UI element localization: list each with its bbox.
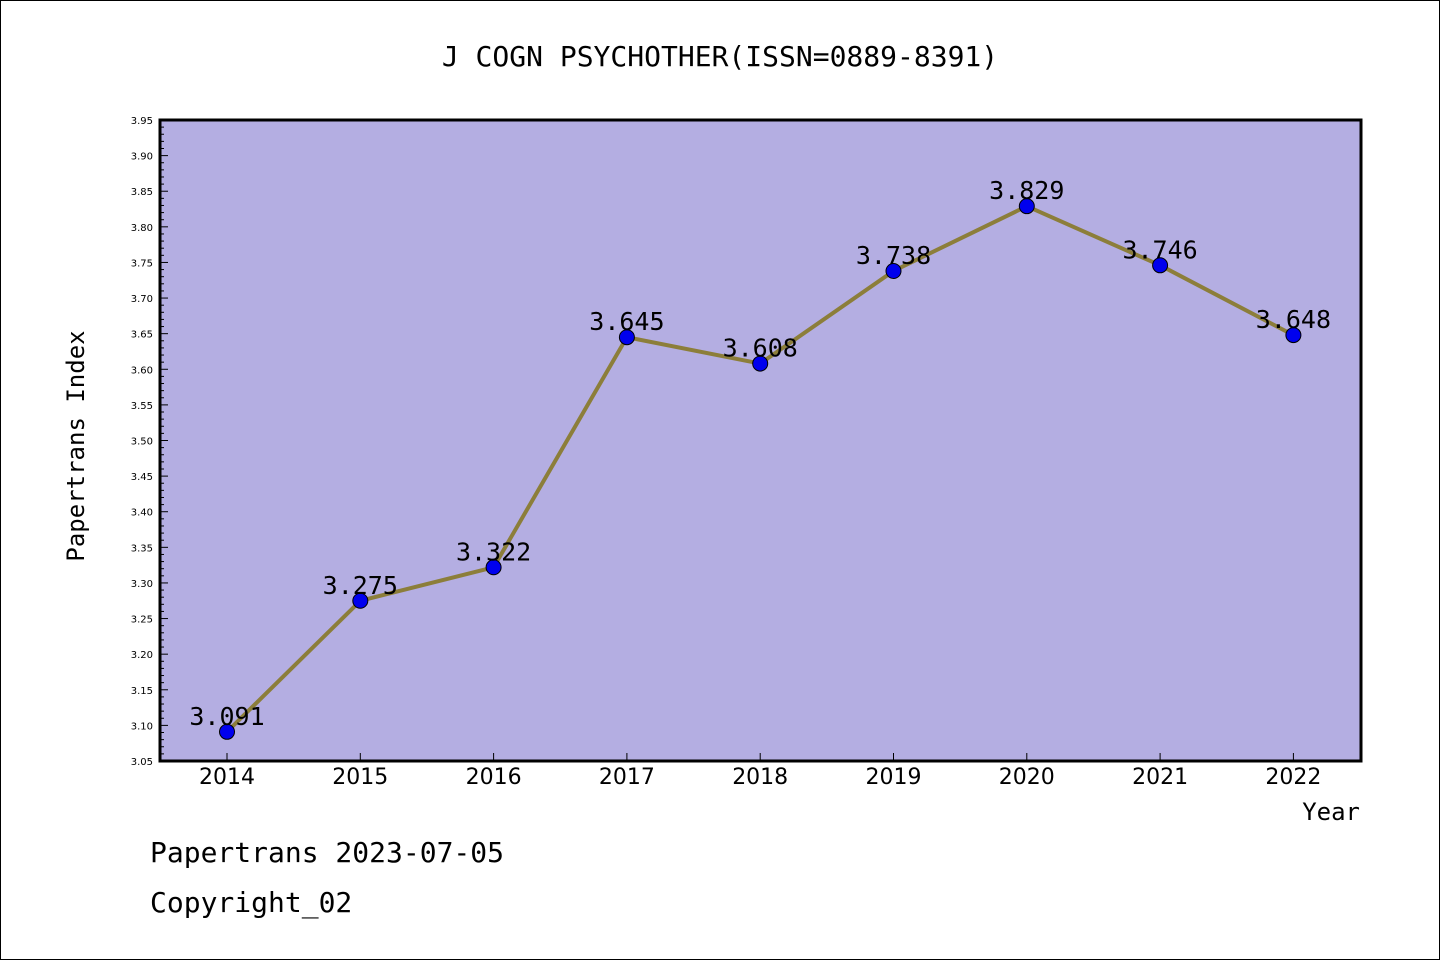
y-tick-label: 3.20: [131, 650, 153, 661]
y-tick-label: 3.50: [131, 437, 153, 448]
x-tick-label: 2018: [732, 765, 788, 790]
x-axis-title: Year: [1302, 798, 1360, 826]
data-point: [618, 329, 635, 346]
x-tick-label: 2021: [1132, 765, 1188, 790]
data-point: [1285, 327, 1302, 344]
y-tick-label: 3.75: [131, 258, 153, 269]
x-tick-label: 2022: [1265, 765, 1321, 790]
plot-border: [158, 118, 1363, 763]
y-tick-label: 3.25: [131, 615, 153, 626]
x-tick-label: 2017: [599, 765, 655, 790]
data-label: 3.648: [1256, 305, 1331, 334]
y-tick-label: 3.05: [131, 757, 153, 768]
data-point: [352, 592, 369, 609]
footer-copyright: Copyright_02: [150, 886, 353, 919]
y-tick-label: 3.45: [131, 472, 153, 483]
footer-date: Papertrans 2023-07-05: [150, 836, 505, 869]
plot-area: [160, 120, 1361, 761]
chart-title: J COGN PSYCHOTHER(ISSN=0889-8391): [442, 40, 998, 73]
data-point: [219, 723, 235, 740]
x-axis: 2014 2015 2016 2017 2018 2019 2020 2021 2022: [199, 753, 1321, 790]
data-labels: 3.091 3.275 3.322 3.645 3.608 3.738 3.829 3.746…: [189, 176, 1331, 731]
y-axis-title: Papertrans Index: [62, 330, 90, 561]
data-point: [752, 355, 769, 372]
data-label: 3.275: [323, 571, 398, 600]
x-tick-label: 2014: [199, 765, 255, 790]
y-tick-label: 3.55: [131, 401, 153, 412]
data-label: 3.645: [589, 307, 664, 336]
x-tick-label: 2016: [466, 765, 522, 790]
data-label: 3.091: [189, 702, 264, 731]
data-label: 3.322: [456, 537, 531, 566]
y-tick-label: 3.85: [131, 187, 153, 198]
data-point: [1018, 198, 1035, 215]
x-tick-label: 2020: [999, 765, 1055, 790]
data-label: 3.608: [723, 334, 798, 363]
y-tick-label: 3.80: [131, 223, 153, 234]
data-point: [885, 262, 902, 279]
y-tick-label: 3.65: [131, 330, 153, 341]
data-label: 3.746: [1122, 235, 1197, 264]
y-tick-label: 3.90: [131, 152, 153, 163]
y-tick-label: 3.40: [131, 508, 153, 519]
y-tick-label: 3.30: [131, 579, 153, 590]
data-label: 3.829: [989, 176, 1064, 205]
x-tick-label: 2015: [332, 765, 388, 790]
x-tick-label: 2019: [866, 765, 922, 790]
y-tick-label: 3.15: [131, 686, 153, 697]
y-tick-label: 3.95: [131, 116, 153, 127]
y-tick-label: 3.70: [131, 294, 153, 305]
y-tick-label: 3.10: [131, 721, 153, 732]
y-tick-label: 3.60: [131, 365, 153, 376]
data-label: 3.738: [856, 241, 931, 270]
data-point: [1152, 257, 1169, 274]
y-tick-label: 3.35: [131, 543, 153, 554]
data-markers: [219, 198, 1302, 740]
data-point: [485, 559, 502, 576]
